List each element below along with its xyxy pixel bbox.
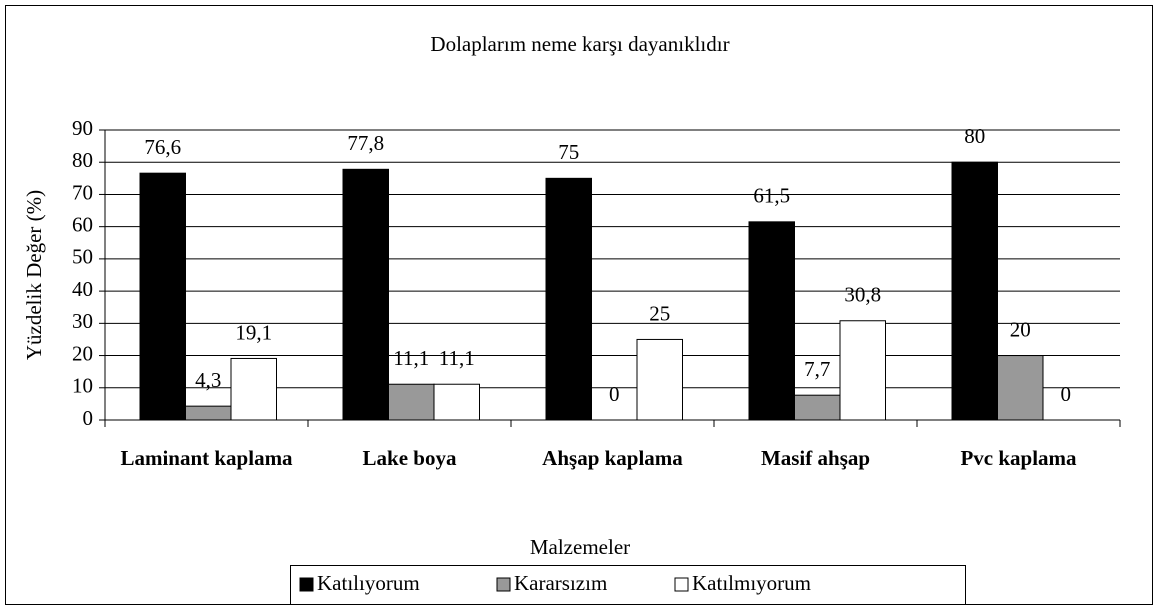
value-label: 76,6 — [144, 135, 181, 159]
bar — [839, 320, 886, 421]
legend-swatch — [299, 577, 314, 592]
y-axis-title: Yüzdelik Değer (%) — [22, 190, 46, 360]
value-label: 19,1 — [235, 320, 272, 344]
bar — [230, 357, 277, 421]
y-tick-label: 90 — [72, 116, 93, 140]
legend-label: Katılmıyorum — [692, 571, 811, 595]
y-tick-label: 20 — [72, 341, 93, 365]
y-tick-label: 40 — [72, 277, 93, 301]
legend-swatch — [496, 577, 511, 592]
bar — [794, 394, 841, 421]
y-tick-label: 80 — [72, 148, 93, 172]
value-label: 30,8 — [844, 283, 881, 307]
value-label: 77,8 — [347, 131, 384, 155]
x-axis-title: Malzemeler — [530, 535, 630, 559]
x-tick-label: Pvc kaplama — [960, 446, 1077, 470]
bar — [748, 221, 795, 421]
value-label: 75 — [558, 140, 579, 164]
y-tick-label: 70 — [72, 180, 93, 204]
x-tick-label: Lake boya — [363, 446, 457, 470]
y-tick-label: 0 — [83, 406, 94, 430]
value-label: 0 — [609, 382, 620, 406]
value-label: 80 — [964, 124, 985, 148]
bar — [388, 383, 435, 421]
y-tick-label: 30 — [72, 309, 93, 333]
value-label: 11,1 — [393, 346, 429, 370]
chart-title: Dolaplarım neme karşı dayanıklıdır — [430, 32, 729, 56]
legend-swatch — [674, 577, 689, 592]
value-label: 0 — [1061, 382, 1072, 406]
y-tick-label: 10 — [72, 374, 93, 398]
bar — [185, 405, 232, 421]
value-label: 4,3 — [195, 368, 221, 392]
y-tick-label: 50 — [72, 245, 93, 269]
value-label: 11,1 — [439, 346, 475, 370]
value-label: 25 — [649, 301, 670, 325]
value-label: 20 — [1010, 317, 1031, 341]
legend-label: Kararsızım — [514, 571, 607, 595]
bar — [139, 172, 186, 421]
x-tick-label: Ahşap kaplama — [542, 446, 683, 470]
legend-box — [290, 565, 966, 605]
bar — [636, 338, 683, 421]
legend-label: Katılıyorum — [317, 571, 420, 595]
bar — [342, 168, 389, 421]
value-label: 61,5 — [753, 184, 790, 208]
bar — [951, 161, 998, 421]
bar — [997, 355, 1044, 421]
y-tick-label: 60 — [72, 212, 93, 236]
bar — [433, 383, 480, 421]
bar — [545, 177, 592, 421]
x-tick-label: Masif ahşap — [761, 446, 870, 470]
x-tick-label: Laminant kaplama — [120, 446, 293, 470]
value-label: 7,7 — [804, 357, 830, 381]
